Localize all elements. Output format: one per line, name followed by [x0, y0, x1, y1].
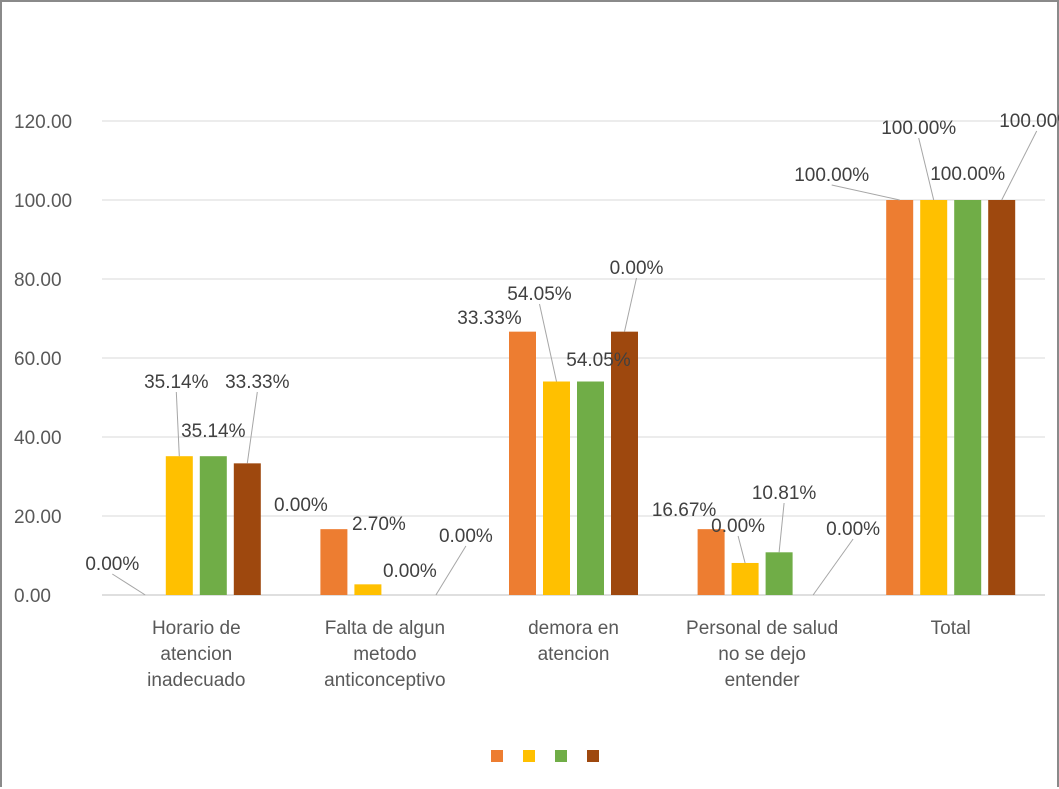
data-label: 10.81%: [752, 483, 817, 504]
category-label-line: Horario de: [152, 618, 241, 639]
bar: [543, 382, 570, 595]
leader-line: [247, 392, 257, 463]
category-label-line: demora en: [528, 618, 619, 639]
bar: [954, 200, 981, 595]
bar: [577, 382, 604, 595]
category-label-line: entender: [725, 670, 801, 691]
leader-line: [112, 574, 145, 595]
bar: [509, 332, 536, 595]
bar: [920, 200, 947, 595]
leader-line: [832, 185, 900, 200]
y-tick-label: 80.00: [14, 270, 62, 291]
category-label-line: Personal de salud: [686, 618, 838, 639]
data-label: 100.00%: [930, 164, 1005, 185]
data-label: 2.70%: [352, 514, 406, 535]
data-label: 100.00%: [794, 165, 869, 186]
data-label: 0.00%: [826, 519, 880, 540]
bars: [166, 200, 1015, 595]
category-label: Total: [931, 618, 971, 639]
category-label: Horario de atencion inadecuado: [147, 618, 245, 691]
bar: [698, 529, 725, 595]
y-tick-label: 0.00: [14, 586, 51, 607]
category-label-line: inadecuado: [147, 670, 245, 691]
legend-key: [523, 750, 535, 762]
category-label-line: atencion: [538, 644, 610, 665]
legend-key: [491, 750, 503, 762]
bar: [320, 529, 347, 595]
data-label: 0.00%: [274, 495, 328, 516]
leader-line: [738, 536, 745, 563]
legend: [491, 750, 599, 762]
y-tick-label: 100.00: [14, 191, 72, 212]
category-label: Personal de salud no se dejo entender: [686, 618, 838, 691]
category-label-line: atencion: [160, 644, 232, 665]
bar: [354, 584, 381, 595]
y-tick-label: 60.00: [14, 349, 62, 370]
category-label: Falta de algun metodo anticonceptivo: [324, 618, 445, 691]
leader-line: [625, 278, 637, 332]
bar: [166, 456, 193, 595]
data-label: 33.33%: [225, 372, 290, 393]
legend-key: [555, 750, 567, 762]
data-label: 0.00%: [439, 526, 493, 547]
bar: [732, 563, 759, 595]
bar: [611, 332, 638, 595]
bar: [766, 552, 793, 595]
data-label: 35.14%: [144, 372, 209, 393]
leader-line: [176, 392, 179, 456]
data-label: 54.05%: [507, 284, 572, 305]
leader-line: [436, 546, 466, 595]
data-label: 0.00%: [85, 554, 139, 575]
data-label: 54.05%: [566, 350, 631, 371]
data-label: 16.67%: [652, 500, 717, 521]
y-axis-ticks: 0.00 20.00 40.00 60.00 80.00 100.00 120.00: [14, 112, 72, 607]
data-label: 33.33%: [457, 308, 522, 329]
data-label: 35.14%: [181, 421, 246, 442]
bar: [234, 463, 261, 595]
category-label-line: metodo: [353, 644, 416, 665]
leader-line: [813, 539, 853, 595]
category-label-line: Total: [931, 618, 971, 639]
leader-line: [779, 503, 784, 552]
data-label: 0.00%: [711, 516, 765, 537]
data-label: 100.00%: [881, 118, 956, 139]
leader-line: [1002, 131, 1037, 200]
data-label: 100.00%: [999, 111, 1059, 132]
data-label: 0.00%: [383, 561, 437, 582]
bar: [200, 456, 227, 595]
data-label: 0.00%: [610, 258, 664, 279]
bar: [988, 200, 1015, 595]
category-label-line: anticonceptivo: [324, 670, 445, 691]
y-tick-label: 20.00: [14, 507, 62, 528]
category-label-line: no se dejo: [718, 644, 806, 665]
bar: [886, 200, 913, 595]
x-axis-categories: Horario de atencion inadecuado Falta de alg…: [147, 618, 971, 691]
y-tick-label: 40.00: [14, 428, 62, 449]
category-label-line: Falta de algun: [325, 618, 445, 639]
y-tick-label: 120.00: [14, 112, 72, 133]
leader-line: [540, 304, 557, 382]
category-label: demora en atencion: [528, 618, 619, 665]
legend-key: [587, 750, 599, 762]
